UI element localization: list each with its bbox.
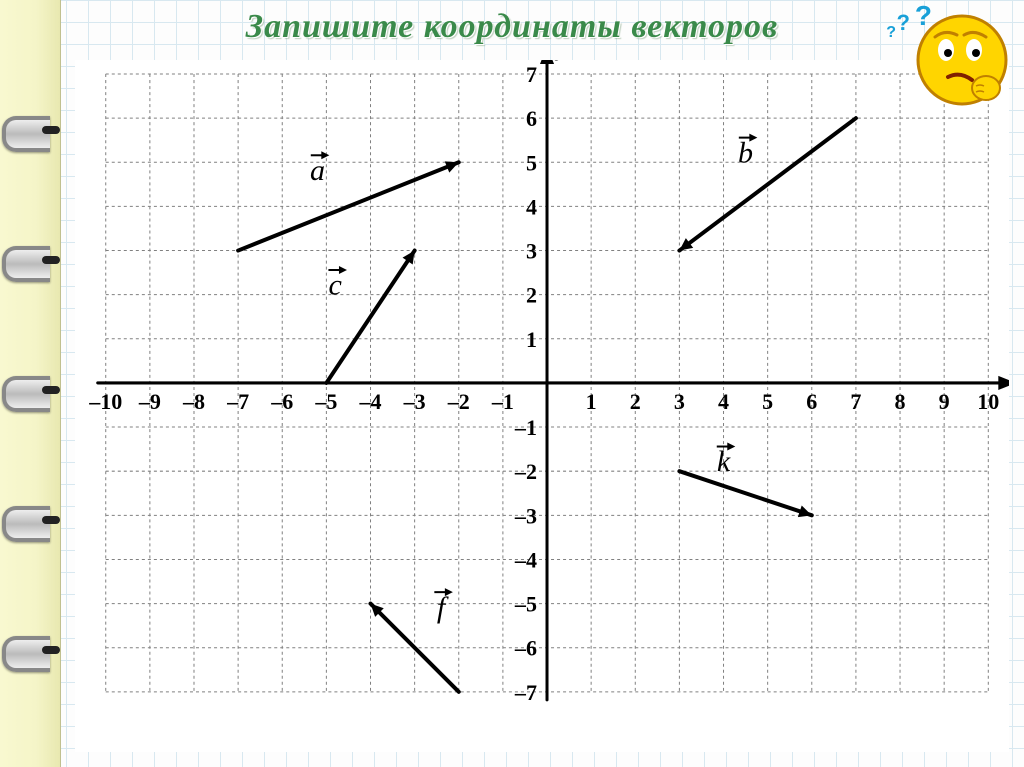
x-tick-label: –6 — [270, 389, 293, 414]
x-tick-label: 1 — [586, 389, 597, 414]
y-axis-label: y — [554, 60, 567, 61]
x-tick-label: 9 — [939, 389, 950, 414]
vector-chart: xy–10–9–8–7–6–5–4–3–2–112345678910–7–6–5… — [75, 60, 1009, 752]
chart-svg: xy–10–9–8–7–6–5–4–3–2–112345678910–7–6–5… — [75, 60, 1009, 752]
y-tick-label: –5 — [514, 592, 537, 617]
y-tick-label: 1 — [526, 327, 537, 352]
y-tick-label: 2 — [526, 283, 537, 308]
x-tick-label: –5 — [314, 389, 337, 414]
x-tick-label: 4 — [718, 389, 729, 414]
y-tick-label: 5 — [526, 150, 537, 175]
y-tick-label: –7 — [514, 680, 537, 705]
x-tick-label: 7 — [850, 389, 861, 414]
x-axis-arrow — [998, 376, 1009, 390]
y-tick-label: –6 — [514, 636, 537, 661]
y-axis-arrow — [540, 60, 554, 64]
x-tick-label: –7 — [226, 389, 249, 414]
y-tick-label: –3 — [514, 503, 537, 528]
x-tick-label: 6 — [806, 389, 817, 414]
vector-c-overarrow-head — [339, 266, 347, 274]
vector-a-overarrow-head — [321, 151, 329, 159]
x-tick-label: –4 — [358, 389, 381, 414]
x-tick-label: –9 — [138, 389, 161, 414]
y-tick-label: 7 — [526, 62, 537, 87]
x-tick-label: –8 — [182, 389, 205, 414]
vector-f-overarrow-head — [445, 588, 453, 596]
y-tick-label: 6 — [526, 106, 537, 131]
x-tick-label: –3 — [403, 389, 426, 414]
page-title: Запишите координаты векторов — [0, 8, 1024, 46]
y-tick-label: –2 — [514, 459, 537, 484]
vector-b-overarrow-head — [749, 134, 757, 142]
y-tick-label: –1 — [514, 415, 537, 440]
x-tick-label: –10 — [88, 389, 122, 414]
vector-k-arrow — [798, 506, 812, 518]
y-tick-label: –4 — [514, 547, 537, 572]
x-tick-label: 10 — [977, 389, 999, 414]
x-tick-label: –2 — [447, 389, 470, 414]
vector-k — [679, 471, 811, 515]
x-tick-label: 2 — [630, 389, 641, 414]
x-tick-label: –1 — [491, 389, 514, 414]
thinking-emoji-icon — [904, 2, 1014, 112]
y-tick-label: 4 — [526, 194, 537, 219]
x-tick-label: 5 — [762, 389, 773, 414]
x-tick-label: 8 — [895, 389, 906, 414]
vector-k-overarrow-head — [727, 443, 735, 451]
x-tick-label: 3 — [674, 389, 685, 414]
y-tick-label: 3 — [526, 239, 537, 264]
